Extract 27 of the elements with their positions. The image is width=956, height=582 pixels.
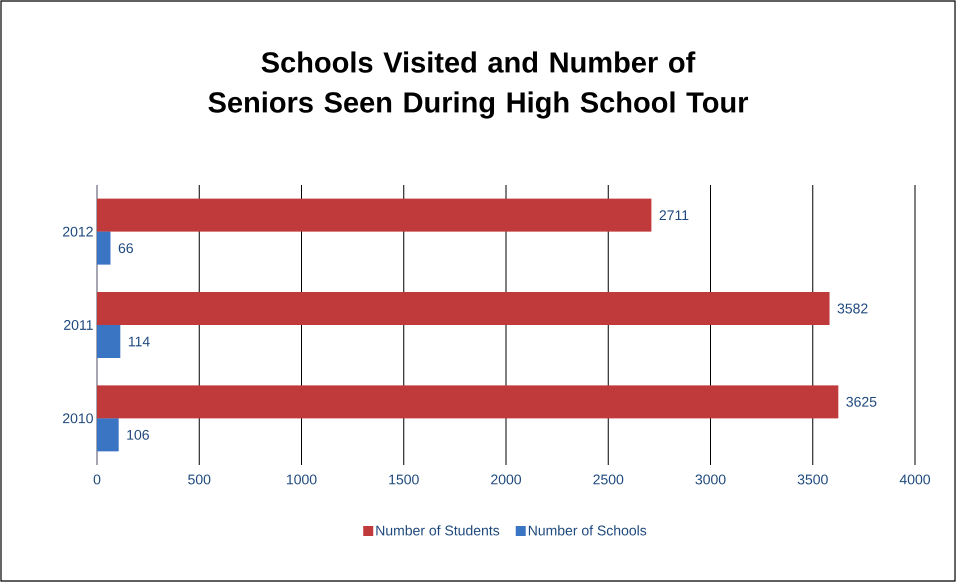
- bar: [97, 292, 830, 325]
- data-label: 106: [127, 430, 149, 440]
- data-label: 66: [118, 243, 133, 254]
- x-tick-label: 4000: [900, 474, 930, 484]
- bar: [97, 232, 110, 265]
- x-tick-label: 1500: [389, 474, 419, 484]
- x-tick-label: 2500: [593, 474, 624, 484]
- data-label: 114: [128, 336, 150, 346]
- bar: [97, 385, 838, 418]
- data-label: 3582: [838, 304, 868, 314]
- legend-label: Number of Schools: [528, 525, 646, 536]
- x-tick-label: 2000: [491, 474, 522, 484]
- data-label: 2711: [660, 210, 688, 220]
- chart-title: Schools Visited and Number of Seniors Seen During High School Tour: [208, 51, 748, 119]
- bar: [97, 198, 652, 232]
- legend-label: Number of Students: [376, 525, 500, 536]
- y-tick-label: 2012: [63, 226, 93, 237]
- x-tick-label: 500: [188, 474, 210, 484]
- bar: [97, 418, 119, 452]
- data-label: 3625: [846, 396, 876, 407]
- bar: [97, 325, 120, 358]
- x-tick-label: 0: [94, 474, 100, 484]
- x-tick-label: 3000: [695, 474, 726, 484]
- y-tick-label: 2010: [63, 413, 93, 424]
- x-tick-label: 3500: [798, 474, 828, 484]
- x-tick-label: 1000: [286, 474, 317, 484]
- y-tick-label: 2011: [64, 320, 93, 330]
